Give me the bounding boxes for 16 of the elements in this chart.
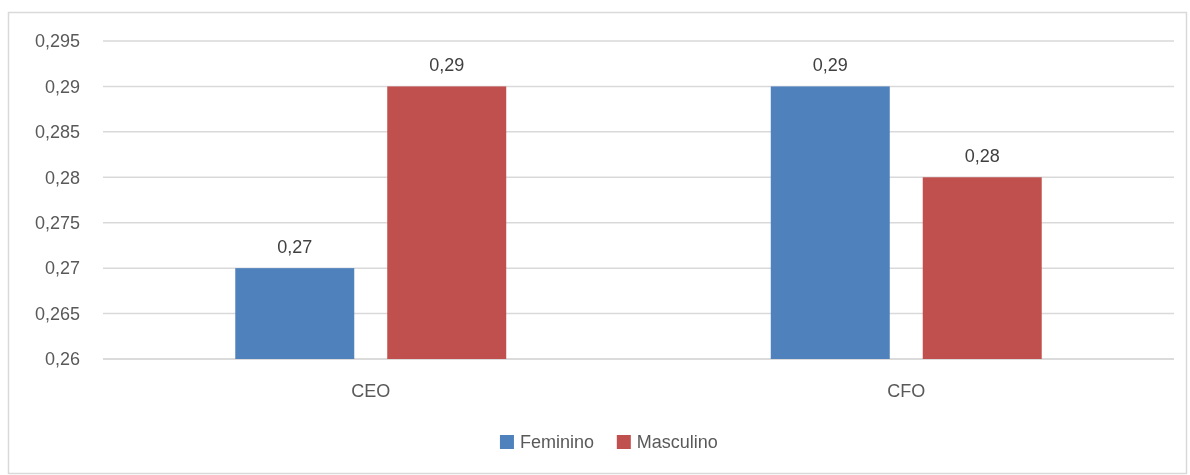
y-tick-label: 0,27 <box>44 258 80 279</box>
y-tick-label: 0,295 <box>34 31 80 52</box>
data-label: 0,27 <box>277 237 313 258</box>
y-tick-label: 0,285 <box>34 122 80 143</box>
legend-label: Feminino <box>519 432 594 453</box>
x-tick-label: CFO <box>887 381 926 401</box>
legend-label: Masculino <box>636 432 718 453</box>
data-label: 0,29 <box>812 55 848 76</box>
data-label: 0,28 <box>964 146 1000 167</box>
y-tick-label: 0,28 <box>44 167 80 188</box>
y-tick-label: 0,29 <box>44 76 80 97</box>
y-tick-label: 0,265 <box>34 303 80 324</box>
y-tick-label: 0,275 <box>34 213 80 234</box>
x-tick-label: CEO <box>351 381 391 401</box>
data-label: 0,29 <box>429 55 465 76</box>
y-tick-label: 0,26 <box>44 349 80 370</box>
